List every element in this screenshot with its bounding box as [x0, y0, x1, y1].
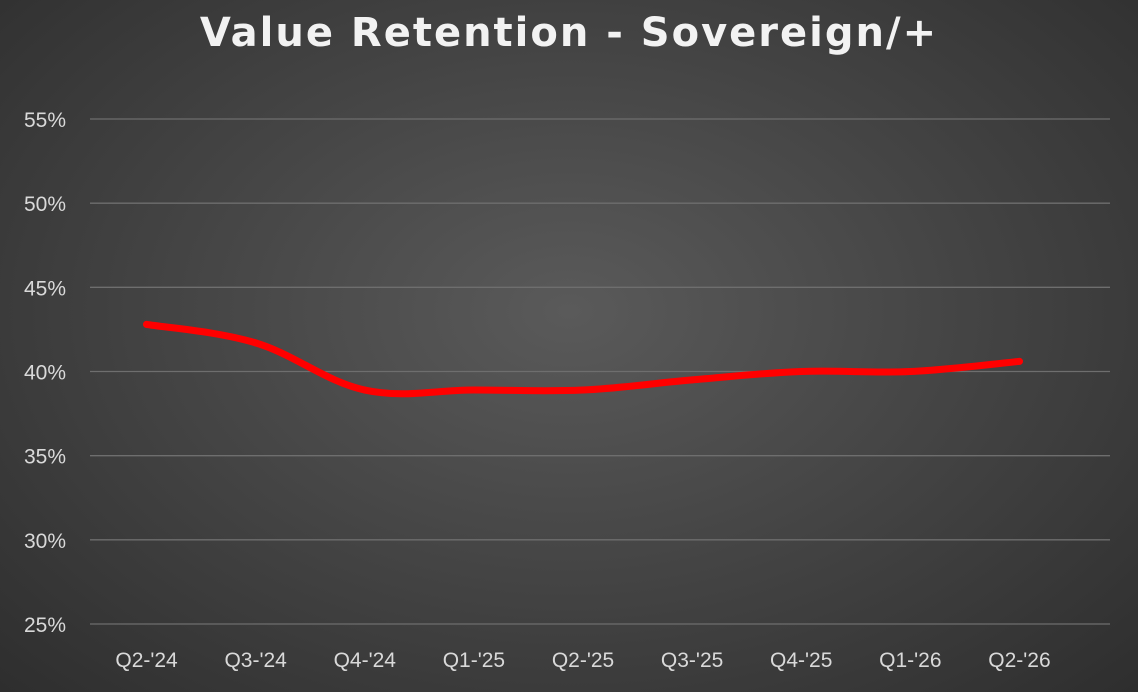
gridlines — [90, 118, 1110, 625]
data-point — [143, 320, 151, 328]
y-axis-tick-labels: 25% 30% 35% 40% 45% 50% 55% — [24, 109, 66, 637]
series-layer — [143, 320, 1023, 398]
y-tick-label: 45% — [24, 277, 66, 300]
y-tick-label: 25% — [24, 614, 66, 637]
data-point — [797, 368, 805, 375]
data-point — [470, 386, 478, 394]
series-line — [143, 320, 1023, 398]
x-tick-label: Q1-'25 — [443, 649, 505, 672]
y-tick-label: 40% — [24, 362, 66, 385]
chart-title: Value Retention - Sovereign/+ — [199, 10, 939, 56]
x-tick-label: Q1-'26 — [879, 649, 941, 672]
y-tick-label: 30% — [24, 530, 66, 553]
data-point — [361, 386, 369, 394]
data-point — [688, 376, 696, 384]
data-point — [579, 386, 587, 394]
x-tick-label: Q2-'24 — [115, 649, 178, 672]
x-tick-label: Q4-'24 — [334, 649, 397, 672]
data-point — [906, 368, 914, 375]
x-tick-label: Q3-'24 — [224, 649, 287, 672]
x-tick-label: Q2-'25 — [552, 649, 614, 672]
y-tick-label: 35% — [24, 446, 66, 469]
y-tick-label: 55% — [24, 109, 66, 132]
y-tick-label: 50% — [24, 193, 66, 216]
x-tick-label: Q2-'26 — [988, 649, 1050, 672]
x-tick-label: Q3-'25 — [661, 649, 723, 672]
data-point — [1015, 357, 1023, 365]
data-point — [252, 339, 260, 347]
x-tick-label: Q4-'25 — [770, 649, 832, 672]
x-axis-tick-labels: Q2-'24 Q3-'24 Q4-'24 Q1-'25 Q2-'25 Q3-'25 Q4-'… — [115, 649, 1050, 672]
